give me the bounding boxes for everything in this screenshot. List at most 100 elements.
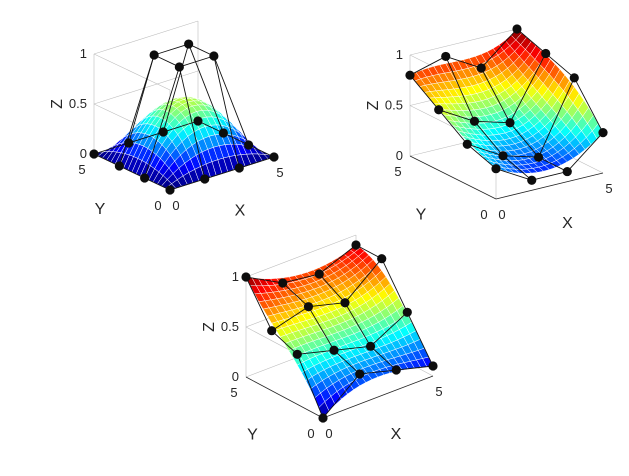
control-point — [267, 326, 277, 336]
control-edge — [119, 165, 145, 179]
control-edge — [308, 306, 335, 351]
z-tick-label: 0 — [396, 148, 403, 163]
control-edge — [223, 132, 249, 146]
control-edge — [197, 120, 224, 134]
control-edge — [396, 365, 434, 371]
x-axis-label: X — [391, 426, 402, 443]
control-point — [184, 39, 194, 49]
control-edge — [480, 67, 511, 123]
control-point — [491, 164, 501, 174]
z-tick-label: 0.5 — [69, 96, 87, 111]
z-axis-label: Z — [365, 100, 382, 110]
control-point — [329, 345, 339, 355]
control-edge — [566, 132, 604, 172]
control-edge — [509, 122, 539, 158]
control-point — [533, 152, 544, 162]
control-point — [562, 166, 572, 177]
control-point — [158, 127, 168, 137]
x-tick-label: 0 — [172, 198, 179, 213]
y-tick-label: 0 — [154, 198, 161, 213]
control-edge — [245, 276, 283, 284]
control-edge — [445, 56, 475, 122]
control-edge — [344, 302, 371, 347]
control-edge — [370, 311, 408, 347]
z-tick-label: 0 — [232, 369, 239, 384]
control-edge — [409, 56, 446, 76]
control-edge — [245, 276, 273, 331]
control-edge — [271, 330, 298, 355]
control-edge — [162, 43, 190, 133]
control-edge — [474, 120, 504, 157]
y-tick-label: 0 — [307, 426, 314, 441]
control-edge — [409, 74, 440, 111]
control-point — [89, 149, 99, 159]
control-net — [405, 24, 608, 185]
z-tick-label: 1 — [80, 46, 87, 61]
control-edge — [445, 55, 482, 69]
x-tick-label: 5 — [276, 165, 283, 180]
control-point — [428, 361, 438, 371]
grid-line — [409, 28, 518, 56]
control-edge — [179, 55, 215, 68]
control-point — [569, 73, 579, 83]
control-point — [193, 116, 203, 126]
control-edge — [308, 302, 346, 308]
control-edge — [359, 369, 397, 375]
control-point — [505, 118, 515, 128]
z-tick-label: 1 — [232, 269, 239, 284]
control-point — [498, 151, 508, 161]
z-axis-label: Z — [49, 99, 66, 109]
control-edge — [318, 273, 346, 304]
control-point — [340, 298, 350, 308]
control-point — [527, 175, 537, 185]
y-tick-label: 5 — [394, 164, 401, 179]
control-point — [269, 152, 279, 162]
control-point — [292, 349, 302, 359]
control-point — [434, 105, 444, 115]
control-point — [149, 50, 159, 60]
control-edge — [296, 354, 324, 419]
control-net — [89, 39, 279, 195]
control-point — [469, 116, 480, 126]
control-edge — [538, 77, 575, 158]
z-axis-label: Z — [201, 322, 218, 332]
x-tick-label: 0 — [325, 426, 332, 441]
control-edge — [516, 28, 547, 54]
control-edge — [502, 155, 539, 158]
control-edge — [169, 178, 205, 191]
axis-line — [322, 375, 434, 419]
control-edge — [271, 306, 309, 332]
control-point — [512, 24, 522, 34]
y-tick-label: 0 — [480, 207, 487, 222]
control-edge — [188, 43, 215, 57]
control-edge — [144, 177, 171, 191]
control-edge — [204, 167, 240, 180]
x-axis-label: X — [235, 203, 246, 220]
z-tick-label: 1 — [396, 47, 403, 62]
control-point — [377, 254, 387, 264]
control-edge — [573, 77, 604, 133]
control-edge — [438, 109, 468, 145]
control-point — [174, 62, 184, 72]
control-edge — [333, 349, 361, 375]
control-point — [114, 161, 124, 171]
y-axis-label: Y — [416, 207, 427, 224]
control-point — [234, 163, 244, 173]
x-tick-label: 5 — [605, 181, 612, 196]
grid-line — [245, 234, 357, 278]
control-edge — [128, 131, 164, 144]
axis-line — [495, 172, 604, 200]
y-axis-label: Y — [95, 201, 106, 218]
control-edge — [406, 312, 434, 367]
control-point — [314, 269, 324, 279]
grid-line — [93, 20, 199, 55]
control-point — [241, 272, 251, 282]
control-edge — [282, 282, 309, 307]
x-axis-label: X — [562, 215, 573, 232]
